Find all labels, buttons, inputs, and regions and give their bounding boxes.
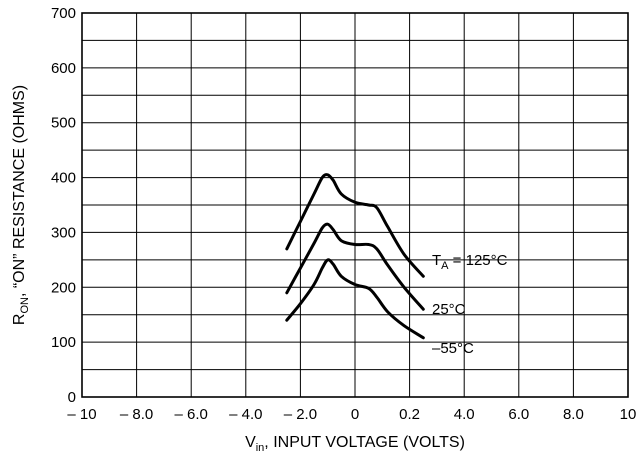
x-tick-label: – 6.0	[175, 406, 208, 423]
x-tick-label: 4.0	[454, 406, 475, 423]
y-tick-label: 500	[51, 115, 76, 132]
x-tick-labels: – 10 – 8.0 – 6.0 – 4.0 – 2.0 0 0.2 4.0 6.0 8.0 10	[67, 406, 636, 423]
x-tick-label: 6.0	[508, 406, 529, 423]
y-tick-label: 100	[51, 334, 76, 351]
x-tick-label: 10	[620, 406, 637, 423]
y-axis-label-rest: , “ON” RESISTANCE (OHMS)	[11, 85, 28, 297]
series-label-1: 25°C	[432, 301, 466, 318]
x-tick-label: – 4.0	[229, 406, 262, 423]
y-tick-label: 300	[51, 224, 76, 241]
x-tick-label: – 2.0	[284, 406, 317, 423]
series-line-2	[285, 258, 425, 340]
plot-frame	[81, 12, 629, 398]
x-axis-label: Vin, INPUT VOLTAGE (VOLTS)	[245, 434, 465, 454]
x-tick-label: – 10	[67, 406, 96, 423]
grid-lines	[82, 13, 628, 397]
y-tick-label: 600	[51, 60, 76, 77]
y-tick-label: 700	[51, 5, 76, 22]
y-axis-label-main: R	[11, 314, 28, 326]
y-tick-label: 0	[68, 389, 76, 406]
series-label-0: TA = 125°C	[432, 252, 508, 272]
x-tick-label: – 8.0	[120, 406, 153, 423]
series-label-2: –55°C	[432, 340, 474, 357]
y-tick-labels: 0 100 200 300 400 500 600 700	[51, 5, 76, 406]
x-axis-label-rest: , INPUT VOLTAGE (VOLTS)	[264, 434, 465, 451]
x-axis-label-main: V	[245, 434, 256, 451]
x-tick-label: 8.0	[563, 406, 584, 423]
x-tick-label: 0.2	[399, 406, 420, 423]
y-axis-label-sub: ON	[19, 297, 31, 314]
curve-labels: TA = 125°C 25°C –55°C	[432, 252, 508, 357]
curves	[285, 173, 425, 340]
y-axis-label: RON, “ON” RESISTANCE (OHMS)	[11, 85, 31, 325]
x-tick-label: 0	[351, 406, 359, 423]
y-tick-label: 400	[51, 170, 76, 187]
series-line-0	[285, 173, 425, 278]
series-line-1	[285, 222, 425, 311]
x-axis-label-sub: in	[256, 442, 265, 454]
y-tick-label: 200	[51, 279, 76, 296]
